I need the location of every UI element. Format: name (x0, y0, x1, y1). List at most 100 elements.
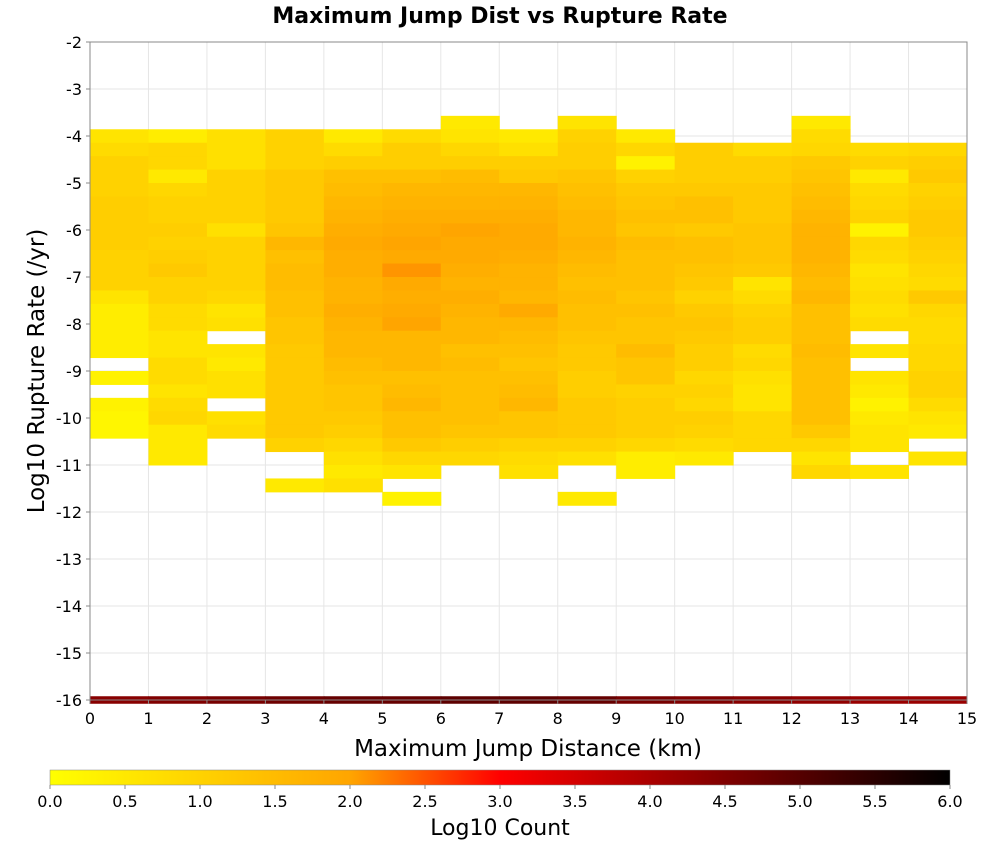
heatmap-cell (90, 424, 149, 439)
heatmap-cell (499, 129, 559, 144)
heatmap-cell (674, 183, 734, 197)
heatmap-cell (382, 277, 442, 291)
heatmap-cell (616, 129, 676, 144)
heatmap-cell (206, 357, 266, 372)
colorbar-tick-label: 5.5 (862, 792, 887, 811)
heatmap-cell (499, 344, 559, 359)
heatmap-cell (499, 330, 559, 345)
heatmap-cell (90, 142, 149, 157)
heatmap-cell (323, 465, 383, 479)
heatmap-cell (499, 438, 559, 453)
heatmap-cell (265, 236, 325, 251)
heatmap-cell (206, 344, 266, 359)
heatmap-cell (616, 438, 676, 453)
y-tick-label: -3 (66, 80, 82, 99)
heatmap-cell (791, 371, 851, 385)
heatmap-cell (440, 438, 500, 453)
heatmap-cell (323, 290, 383, 305)
y-axis-ticks: -2 -3 -4 -5 -6 -7 -8 -9 -10 -11 -12 -13 -14 -15 -16 (56, 33, 90, 710)
heatmap-cell (791, 384, 851, 399)
heatmap-cell (674, 250, 734, 265)
y-tick-label: -15 (56, 644, 82, 663)
heatmap-cell (148, 277, 208, 291)
heatmap-cell (557, 129, 617, 144)
heatmap-cell (265, 317, 325, 332)
heatmap-cell (674, 384, 734, 399)
heatmap-cell (265, 263, 325, 278)
heatmap-cell (265, 438, 325, 453)
heatmap-cell (733, 236, 793, 251)
x-tick-label: 2 (202, 709, 212, 728)
heatmap-cell (850, 263, 910, 278)
heatmap-cell (499, 465, 559, 479)
heatmap-cell (733, 196, 793, 211)
heatmap-cell (382, 303, 442, 318)
heatmap-cell (791, 250, 851, 265)
heatmap-cell (382, 290, 442, 305)
heatmap-cell (616, 465, 676, 479)
heatmap-cell (382, 263, 442, 278)
heatmap-cell (557, 411, 617, 426)
heatmap-cell (265, 424, 325, 439)
heatmap-cell (499, 290, 559, 305)
heatmap-cell (382, 411, 442, 426)
heatmap-cell (674, 196, 734, 211)
heatmap-cell (733, 411, 793, 426)
heatmap-cell (791, 465, 851, 479)
heatmap-cell (206, 196, 266, 211)
heatmap-cell (265, 397, 325, 412)
heatmap-cell (323, 451, 383, 466)
heatmap-cell (733, 277, 793, 291)
heatmap-cell (206, 303, 266, 318)
heatmap-cell (382, 317, 442, 332)
heatmap-cell (674, 344, 734, 359)
colorbar-tick-label: 2.5 (412, 792, 437, 811)
y-tick-label: -2 (66, 33, 82, 52)
heatmap-cell (323, 156, 383, 171)
colorbar-tick-label: 5.0 (787, 792, 812, 811)
heatmap-cell (674, 451, 734, 466)
heatmap-cell (382, 196, 442, 211)
heatmap-cell (908, 169, 968, 184)
colorbar-label: Log10 Count (430, 816, 570, 841)
heatmap-cell (908, 344, 968, 359)
heatmap-cell (323, 169, 383, 184)
heatmap-cell (265, 169, 325, 184)
heatmap-cell (616, 303, 676, 318)
x-tick-label: 1 (143, 709, 153, 728)
heatmap-cell (382, 330, 442, 345)
heatmap-cell (616, 290, 676, 305)
heatmap-cell (440, 451, 500, 466)
heatmap-cell (733, 317, 793, 332)
heatmap-cell (850, 250, 910, 265)
x-tick-label: 7 (494, 709, 504, 728)
heatmap-cell (440, 183, 500, 197)
heatmap-cell (674, 263, 734, 278)
heatmap-cell (90, 277, 149, 291)
heatmap-cell (616, 411, 676, 426)
heatmap-cell (850, 209, 910, 224)
heatmap-cell (148, 357, 208, 372)
heatmap-cell (499, 142, 559, 157)
heatmap-cell (791, 236, 851, 251)
heatmap-cell (674, 156, 734, 171)
heatmap-cell (616, 196, 676, 211)
heatmap-cell (499, 156, 559, 171)
heatmap-cell (265, 142, 325, 157)
heatmap-cell (148, 223, 208, 238)
heatmap-cell (206, 411, 266, 426)
heatmap-cell (557, 330, 617, 345)
heatmap-cell (557, 384, 617, 399)
heatmap-cell (791, 183, 851, 197)
heatmap-cell (323, 411, 383, 426)
heatmap-cell (616, 397, 676, 412)
heatmap-cell (850, 277, 910, 291)
heatmap-cell (733, 438, 793, 453)
heatmap-cell (733, 330, 793, 345)
heatmap-cell (440, 290, 500, 305)
heatmap-cell (674, 424, 734, 439)
heatmap-cell (733, 183, 793, 197)
heatmap-cell (557, 223, 617, 238)
heatmap-cell (791, 196, 851, 211)
